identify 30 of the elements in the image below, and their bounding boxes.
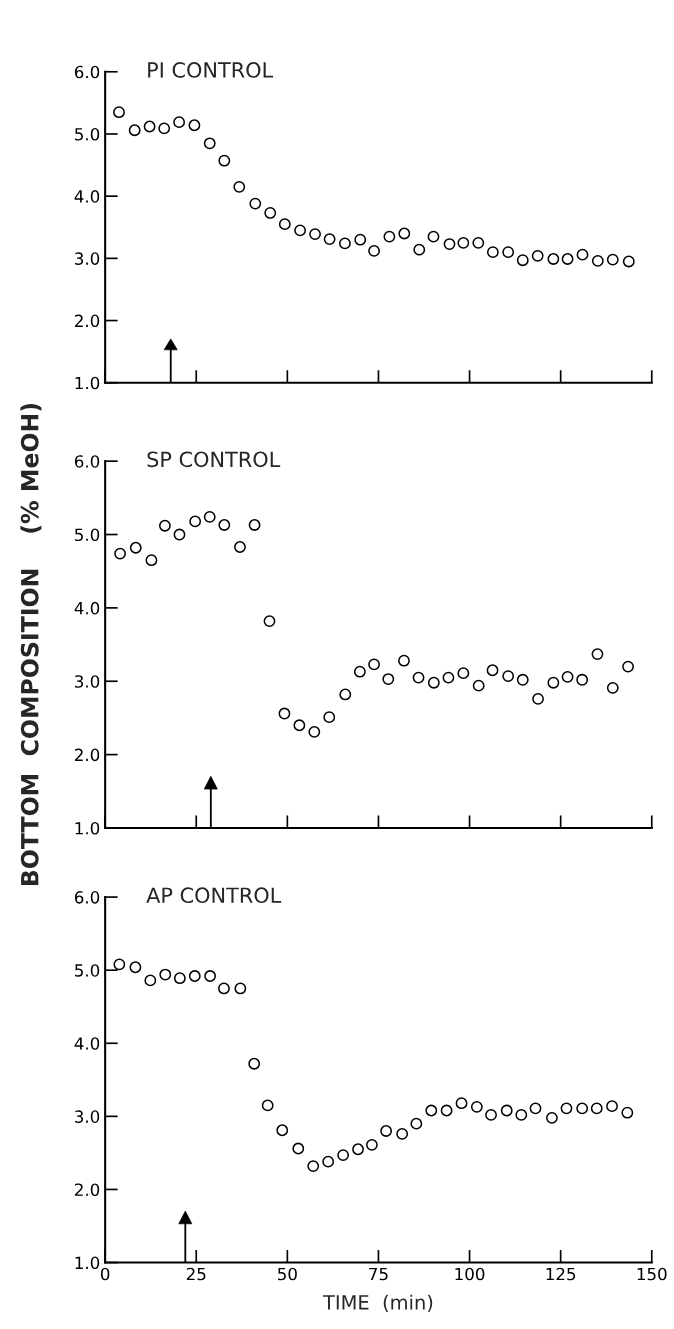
x-tick-label: 75 (369, 1267, 388, 1281)
y-tick-label: 5.0 (75, 528, 100, 542)
y-tick-label: 5.0 (75, 127, 100, 141)
y-tick-label: 6.0 (74, 455, 100, 468)
x-axis-title: TIME (min) (322, 1294, 433, 1312)
y-tick-label: 2.0 (75, 314, 100, 328)
y-tick-label: 6.0 (74, 65, 100, 79)
y-tick-label: 1.0 (75, 376, 100, 390)
y-tick-label: 3.0 (75, 675, 100, 688)
x-tick-label: 100 (455, 1267, 485, 1281)
y-tick-label: 3.0 (75, 252, 100, 265)
chart-title: PI CONTROL (148, 62, 274, 78)
y-tick-label: 6.0 (74, 891, 100, 904)
y-tick-label: 2.0 (75, 1183, 100, 1197)
y-tick-label: 1.0 (75, 821, 100, 835)
y-tick-label: 4.0 (74, 1037, 100, 1050)
y-axis-title: BOTTOM COMPOSITION (% MeOH) (20, 403, 42, 886)
chart-title: SP CONTROL (147, 451, 281, 468)
y-tick-label: 3.0 (75, 1110, 100, 1123)
chart-title: AP CONTROL (146, 887, 282, 904)
x-tick-label: 25 (186, 1267, 206, 1281)
y-tick-label: 4.0 (74, 190, 100, 203)
x-tick-label: 50 (278, 1267, 297, 1281)
y-tick-label: 4.0 (74, 601, 100, 615)
y-tick-label: 1.0 (75, 1256, 100, 1270)
x-tick-label: 150 (637, 1267, 667, 1281)
y-tick-label: 2.0 (75, 748, 100, 762)
x-tick-label: 125 (546, 1267, 576, 1281)
y-tick-label: 5.0 (75, 964, 100, 977)
x-tick-label: 0 (100, 1267, 110, 1281)
